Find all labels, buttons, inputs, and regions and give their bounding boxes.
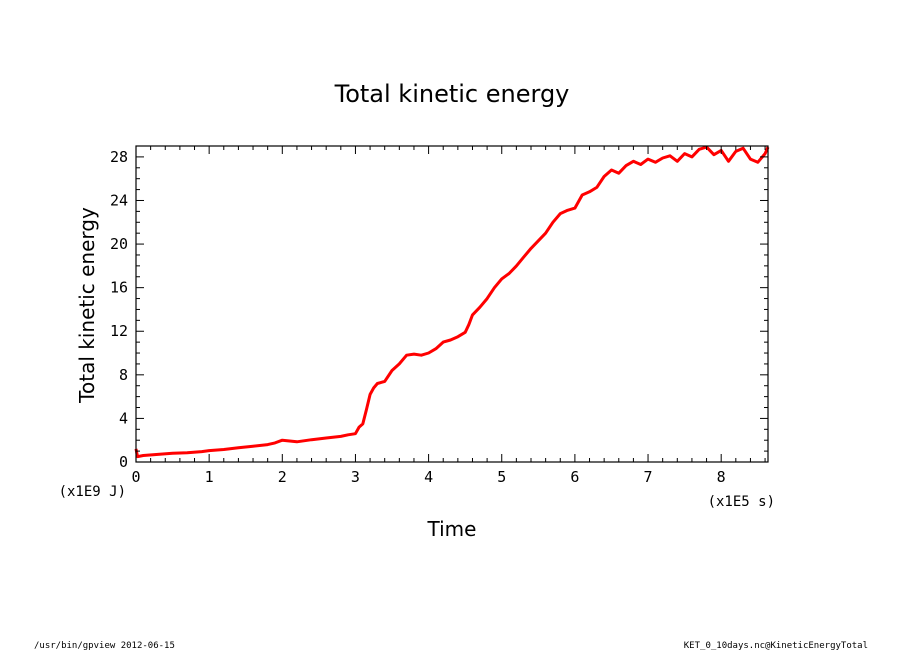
x-tick-label: 0 — [131, 468, 140, 486]
y-unit-label: (x1E9 J) — [59, 484, 126, 500]
x-tick-label: 6 — [570, 468, 579, 486]
y-tick-label: 24 — [110, 191, 128, 209]
x-tick-label: 2 — [278, 468, 287, 486]
plot-frame — [135, 145, 769, 463]
x-tick-label: 1 — [205, 468, 214, 486]
x-unit-label: (x1E5 s) — [708, 494, 775, 510]
y-tick-label: 12 — [110, 322, 128, 340]
footer-right-text: KET_0_10days.nc@KineticEnergyTotal — [683, 641, 868, 651]
y-axis-label: Total kinetic energy — [75, 207, 99, 404]
x-axis-label: Time — [427, 517, 477, 541]
y-tick-label: 4 — [119, 409, 128, 427]
x-tick-label: 4 — [424, 468, 433, 486]
x-tick-label: 8 — [717, 468, 726, 486]
x-tick-label: 5 — [497, 468, 506, 486]
x-tick-label: 7 — [644, 468, 653, 486]
chart-title: Total kinetic energy — [334, 80, 570, 108]
y-tick-label: 28 — [110, 148, 128, 166]
y-tick-label: 0 — [119, 453, 128, 471]
data-series-line — [134, 145, 770, 459]
x-tick-label: 3 — [351, 468, 360, 486]
footer-left-text: /usr/bin/gpview 2012-06-15 — [34, 641, 175, 651]
y-tick-label: 16 — [110, 279, 128, 297]
y-tick-label: 20 — [110, 235, 128, 253]
y-tick-label: 8 — [119, 366, 128, 384]
